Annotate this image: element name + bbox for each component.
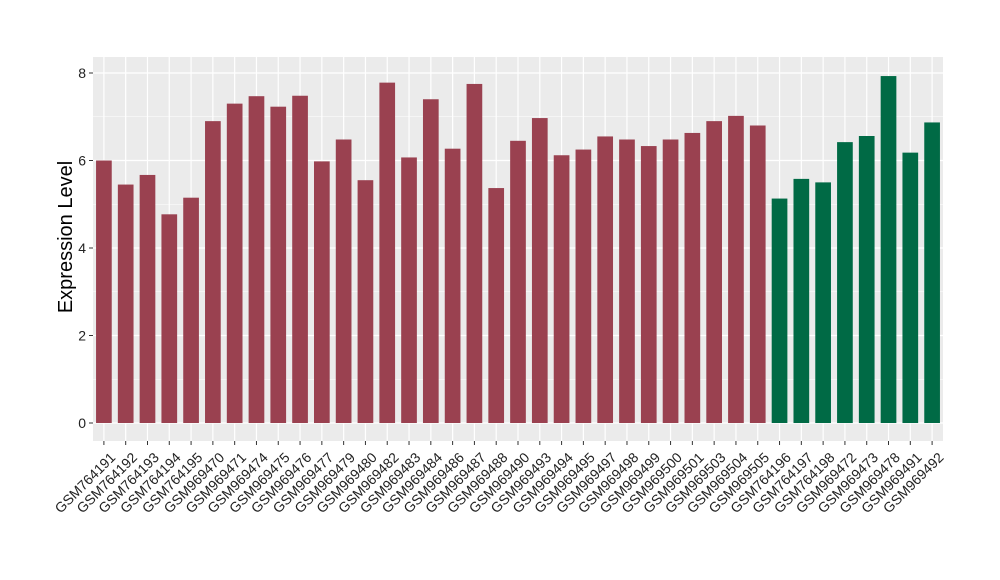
bar-GSM969492 [924, 122, 940, 423]
bar-GSM969495 [575, 149, 592, 423]
bar-GSM764198 [815, 182, 831, 424]
bar-GSM969472 [837, 142, 853, 424]
y-tick-label: 2 [78, 328, 86, 344]
bar-GSM969473 [858, 136, 875, 423]
bar-GSM764195 [183, 197, 199, 423]
bar-GSM969501 [684, 132, 701, 423]
bar-GSM969478 [880, 76, 897, 423]
x-axis: GSM764191GSM764192GSM764193GSM764194GSM7… [51, 441, 947, 516]
bar-GSM969486 [444, 148, 461, 423]
bar-GSM764194 [161, 214, 178, 423]
bar-GSM969490 [510, 140, 526, 423]
bar-GSM969475 [270, 106, 287, 423]
bar-GSM969482 [379, 82, 396, 424]
bar-GSM969484 [422, 99, 439, 423]
bar-GSM969477 [314, 161, 330, 424]
bar-GSM764197 [793, 178, 810, 424]
bar-GSM969499 [640, 146, 657, 423]
bar-GSM969480 [357, 180, 374, 423]
bar-GSM764193 [139, 174, 156, 423]
y-axis: 0 2 4 6 8 [78, 65, 93, 431]
bar-GSM969474 [248, 96, 265, 423]
bar-GSM969505 [749, 125, 766, 423]
bar-GSM969483 [401, 157, 417, 423]
bar-GSM969500 [662, 139, 679, 423]
y-axis-title: Expression Level [55, 161, 77, 313]
bar-GSM764192 [117, 184, 134, 423]
bar-GSM764191 [96, 160, 112, 423]
y-tick-label: 0 [78, 415, 86, 431]
y-tick-label: 8 [78, 65, 86, 81]
bars [96, 76, 940, 424]
bar-GSM969479 [335, 139, 352, 423]
bar-GSM969493 [531, 118, 548, 423]
bar-GSM764196 [771, 198, 788, 423]
bar-GSM969498 [619, 139, 635, 423]
bar-GSM969471 [226, 103, 243, 424]
y-tick-label: 6 [78, 153, 86, 169]
bar-GSM969494 [553, 155, 570, 423]
bar-GSM969504 [728, 115, 744, 424]
bar-GSM969491 [902, 152, 919, 424]
bar-GSM969488 [488, 188, 505, 423]
bar-GSM969497 [597, 136, 614, 423]
bar-GSM969476 [292, 95, 308, 423]
bar-GSM969487 [466, 83, 483, 423]
bar-GSM969470 [205, 121, 221, 424]
bar-GSM969503 [706, 121, 722, 424]
y-tick-label: 4 [78, 240, 86, 256]
